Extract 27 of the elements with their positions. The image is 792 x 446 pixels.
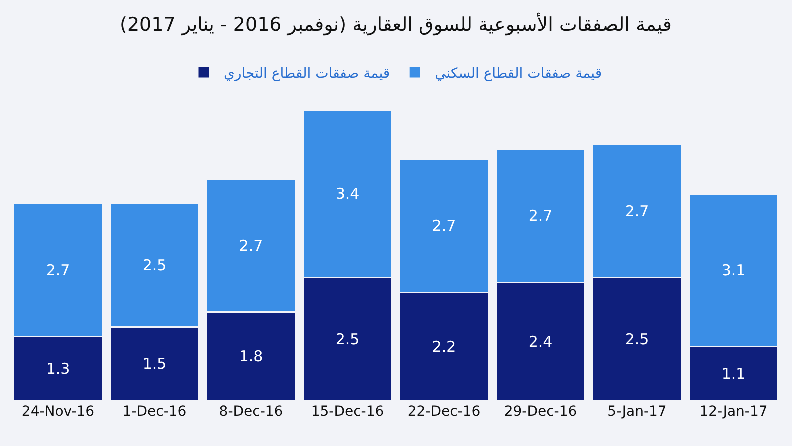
data-label: 2.5 <box>625 330 650 348</box>
x-tick-label: 22-Dec-16 <box>408 404 481 420</box>
x-tick-label: 29-Dec-16 <box>504 404 578 420</box>
data-label: 1.8 <box>239 348 264 366</box>
data-label: 2.7 <box>46 261 70 280</box>
x-tick-label: 1-Dec-16 <box>122 404 187 420</box>
legend-label: قيمة صفقات القطاع السكني <box>435 66 602 82</box>
x-tick-label: 12-Jan-17 <box>700 404 768 420</box>
x-tick-label: 8-Dec-16 <box>219 404 284 420</box>
x-tick-label: 24-Nov-16 <box>22 404 95 420</box>
x-tick-label: 5-Jan-17 <box>608 404 667 420</box>
data-label: 2.7 <box>528 207 553 226</box>
data-label: 2.7 <box>625 202 650 220</box>
data-label: 2.4 <box>528 332 553 351</box>
data-label: 1.3 <box>46 360 70 378</box>
data-label: 2.7 <box>239 236 264 255</box>
data-label: 2.5 <box>336 330 360 348</box>
data-label: 3.4 <box>336 185 360 204</box>
x-tick-label: 15-Dec-16 <box>311 404 384 420</box>
chart-title: قيمة الصفقات الأسبوعية للسوق العقارية (نوفمبر 2016 - يناير 2017) <box>120 12 672 36</box>
data-label: 3.1 <box>722 261 746 280</box>
legend-label: قيمة صفقات القطاع التجاري <box>224 66 390 82</box>
data-label: 2.5 <box>142 256 167 275</box>
data-label: 1.5 <box>142 355 167 374</box>
data-label: 2.7 <box>432 217 456 236</box>
data-label: 2.2 <box>432 338 456 356</box>
data-label: 1.1 <box>722 364 746 383</box>
